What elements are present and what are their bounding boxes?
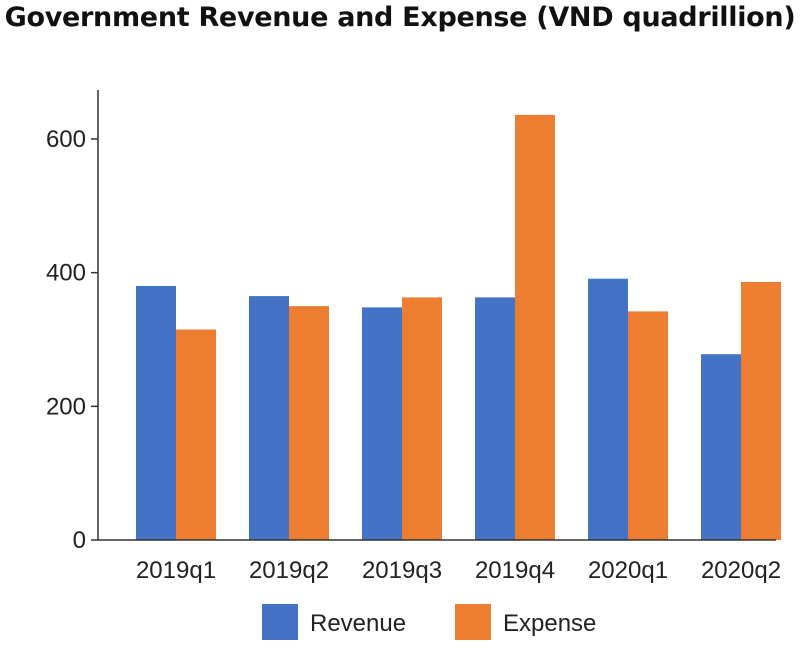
bar-revenue-2020q1	[588, 278, 628, 540]
legend-swatch-expense	[455, 604, 491, 640]
x-tick-label: 2019q1	[136, 557, 216, 584]
bar-expense-2019q3	[402, 297, 442, 540]
tick-labels-layer: 2019q1 2019q2 2019q3 2019q4 2020q1 2020q2 0 200…	[46, 126, 781, 584]
bar-revenue-2020q2	[701, 354, 741, 540]
legend-label-revenue: Revenue	[310, 610, 406, 637]
x-tick-label: 2020q2	[701, 557, 781, 584]
legend-label-expense: Expense	[503, 610, 596, 637]
x-tick-label: 2019q2	[249, 557, 329, 584]
bar-expense-2020q2	[741, 282, 781, 540]
bar-revenue-2019q2	[249, 296, 289, 540]
x-tick-label: 2020q1	[588, 557, 668, 584]
chart-title: Government Revenue and Expense (VND quad…	[4, 2, 796, 33]
x-tick-label: 2019q4	[475, 557, 555, 584]
legend: Revenue Expense	[262, 604, 596, 640]
y-tick-label: 400	[46, 260, 86, 287]
bar-expense-2020q1	[628, 311, 668, 540]
x-tick-label: 2019q3	[362, 557, 442, 584]
bar-expense-2019q2	[289, 306, 329, 540]
bar-expense-2019q4	[515, 114, 555, 541]
legend-swatch-revenue	[262, 604, 298, 640]
bar-expense-2019q1	[176, 329, 216, 540]
bar-revenue-2019q4	[475, 297, 515, 540]
y-tick-label: 600	[46, 126, 86, 153]
bars-layer	[136, 114, 781, 541]
y-tick-label: 200	[46, 393, 86, 420]
bar-revenue-2019q3	[362, 307, 402, 540]
y-tick-label: 0	[73, 527, 86, 554]
bar-revenue-2019q1	[136, 286, 176, 540]
axes-layer	[91, 90, 776, 541]
